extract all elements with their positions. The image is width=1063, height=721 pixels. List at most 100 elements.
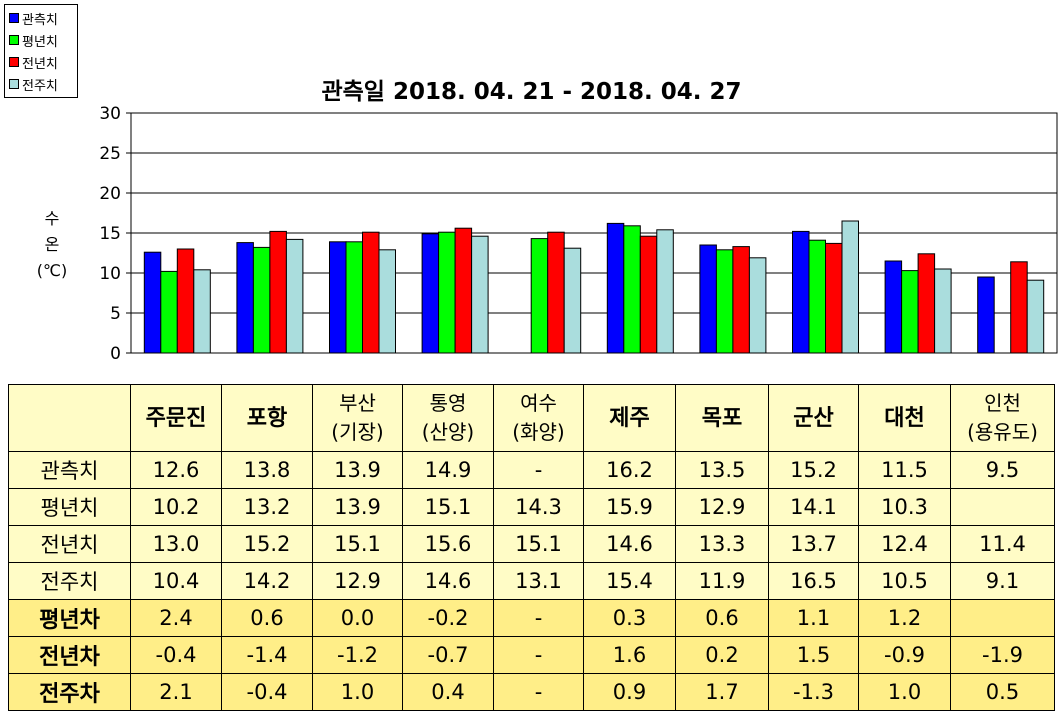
table-row: 전년치 13.0 15.2 15.1 15.6 15.1 14.6 13.3 13.7 12.4 1… [8,525,1055,563]
column-header: 주문진 [130,384,222,452]
legend-swatch [9,35,19,45]
y-tick-label: 15 [99,224,121,244]
table-cell: 2.4 [130,599,222,637]
table-cell: 0.2 [675,636,769,674]
column-header: 인천 (용유도) [950,384,1055,452]
bar [193,269,211,354]
table-cell: 15.2 [768,451,859,489]
column-header: 군산 [768,384,859,452]
y-axis-label-line: 온 [44,235,60,254]
table-cell: -0.7 [402,636,494,674]
table-cell: 1.1 [768,599,859,637]
legend-label: 평년치 [22,34,58,50]
y-tick-label: 0 [110,344,121,364]
column-header-line: 부산 [339,391,376,415]
column-header: 포항 [221,384,313,452]
y-tick-label: 30 [99,104,121,124]
bar [438,231,456,354]
row-header: 평년치 [8,488,131,526]
bar [606,222,625,354]
bar [362,231,380,354]
column-header-line: 군산 [793,405,834,431]
table-cell: 1.7 [675,673,769,711]
table-cell: 1.0 [312,673,403,711]
table-row: 평년치 10.2 13.2 13.9 15.1 14.3 15.9 12.9 14.1 10.3 [8,488,1055,526]
table-cell: 12.9 [675,488,769,526]
table-cell: 10.3 [858,488,951,526]
table-cell: 0.6 [675,599,769,637]
table-row: 전년차 -0.4 -1.4 -1.2 -0.7-1.6 0.2 1.5 -0.9 -1.9 [8,636,1055,674]
table-cell: 11.9 [675,562,769,600]
column-header-line: 인천 [984,391,1021,415]
column-header: 목포 [675,384,769,452]
bar [176,248,195,354]
table-cell: 0.0 [312,599,403,637]
table-cell: 13.7 [768,525,859,563]
legend-item: 평년치 [9,31,58,50]
table-cell: -0.9 [858,636,951,674]
table-cell: 13.9 [312,488,403,526]
bar [792,230,810,354]
bar [808,239,826,354]
table-cell: 16.2 [583,451,676,489]
bar [1010,261,1028,354]
bar [639,235,658,354]
row-header: 관측치 [8,451,131,489]
table-cell: 13.9 [312,451,403,489]
bar [841,220,859,354]
table-cell: 10.4 [130,562,222,600]
column-header-line: (산양) [421,420,475,444]
table-cell: 13.8 [221,451,313,489]
y-tick-label: 10 [99,264,121,284]
bar [715,249,734,354]
legend-swatch [9,13,19,23]
table-cell: 14.2 [221,562,313,600]
bar [825,242,843,354]
table-body: 관측치 12.6 13.8 13.9 14.9-16.2 13.5 15.2 11.5 9.5 평… [8,451,1055,711]
table-cell: 9.5 [950,451,1055,489]
y-tick-label: 25 [99,144,121,164]
row-header: 전주치 [8,562,131,600]
bar [656,229,674,354]
bar [269,230,287,354]
table-cell: 12.9 [312,562,403,600]
table-cell: 1.0 [858,673,951,711]
row-header: 전년차 [8,636,131,674]
table-cell: -1.9 [950,636,1055,674]
column-header-line: 포항 [246,405,288,431]
table-cell: 15.1 [402,488,494,526]
row-header: 전주차 [8,673,131,711]
table-cell: 1.5 [768,636,859,674]
table-cell: 11.5 [858,451,951,489]
bar [471,235,489,354]
table-cell [950,488,1055,526]
legend-item: 전주치 [9,75,58,94]
column-header-line: (기장) [331,420,384,444]
table-cell: - [493,599,584,637]
table-cell: 9.1 [950,562,1055,600]
table-cell [950,599,1055,637]
table-cell: -1.2 [312,636,403,674]
bar [563,247,582,354]
table-cell: -0.2 [402,599,494,637]
bar [378,249,396,354]
bar [699,244,717,354]
legend-label: 전주치 [22,78,58,94]
bar [345,241,363,354]
column-header-line: (용유도) [967,420,1038,444]
legend-item: 전년치 [9,53,58,72]
table-corner-cell [8,384,131,452]
table-cell: -0.4 [221,673,313,711]
table-cell: 2.1 [130,673,222,711]
row-header: 전년치 [8,525,131,563]
legend-label: 전년치 [22,56,58,72]
bar [454,227,473,354]
bar [160,270,178,354]
bar [748,257,767,354]
table-cell: 0.5 [950,673,1055,711]
table-row: 관측치 12.6 13.8 13.9 14.9-16.2 13.5 15.2 11.5 9.5 [8,451,1055,489]
table-cell: -1.4 [221,636,313,674]
legend-item: 관측치 [9,9,58,28]
bar [252,246,271,354]
